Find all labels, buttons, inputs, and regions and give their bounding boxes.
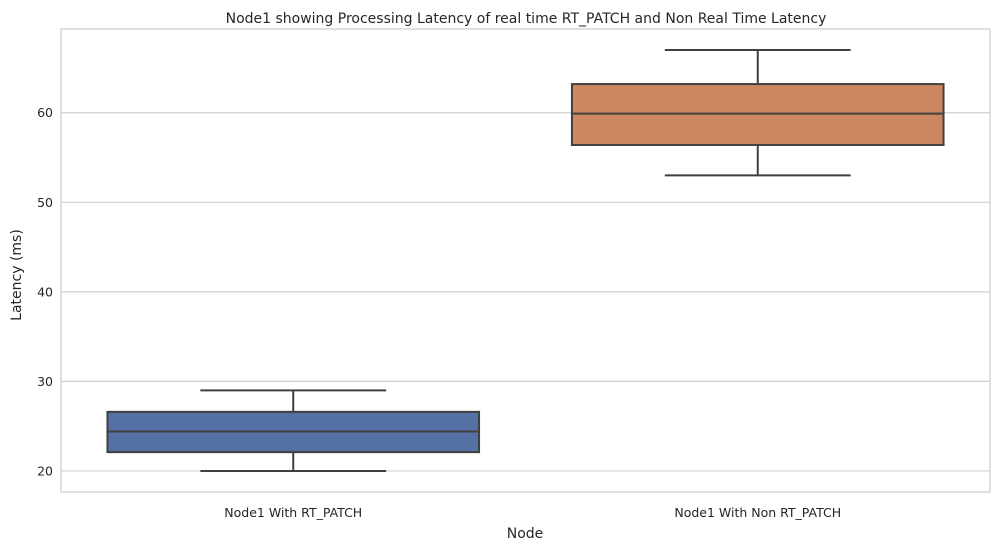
x-tick-label: Node1 With Non RT_PATCH: [674, 505, 841, 520]
y-tick-label: 30: [37, 374, 53, 389]
box-2: [570, 49, 945, 177]
x-tick-label: Node1 With RT_PATCH: [224, 505, 362, 520]
plot-frame: [60, 28, 991, 493]
box-1: [106, 389, 481, 472]
x-axis-label: Node: [507, 526, 544, 542]
y-axis-label: Latency (ms): [9, 229, 25, 321]
chart-title: Node1 showing Processing Latency of real…: [226, 11, 827, 27]
y-tick-label: 20: [37, 463, 53, 478]
y-tick-label: 50: [37, 195, 53, 210]
grid-lines: [61, 112, 990, 472]
y-tick-label: 60: [37, 105, 53, 120]
y-tick-label: 40: [37, 284, 53, 299]
box-series: [106, 49, 945, 472]
x-axis-ticks: Node1 With RT_PATCH Node1 With Non RT_PAT…: [224, 505, 841, 520]
y-axis-ticks: 20 30 40 50 60: [37, 105, 53, 478]
